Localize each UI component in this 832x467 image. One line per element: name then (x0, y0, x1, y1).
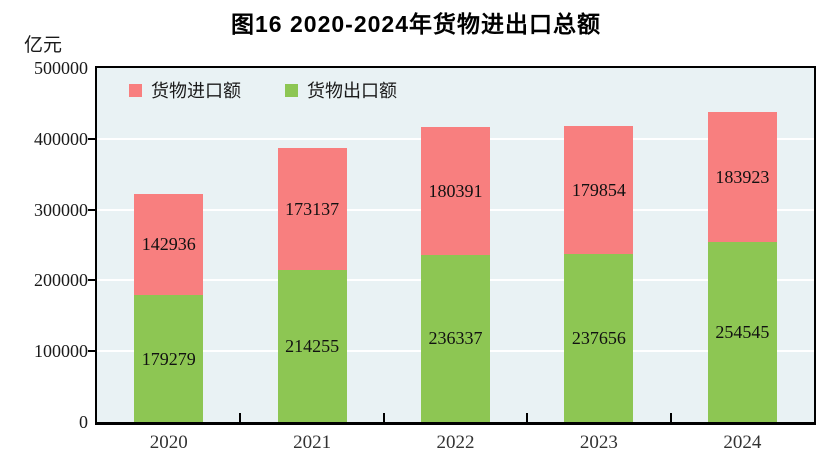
segment-value-label: 236337 (428, 328, 483, 349)
segment-value-label: 142936 (141, 234, 196, 255)
x-tick-mark (526, 413, 529, 422)
x-tick-mark (239, 413, 242, 422)
bar-segment: 254545 (707, 241, 777, 422)
legend: 货物进口额 货物出口额 (129, 77, 397, 103)
segment-value-label: 254545 (715, 321, 770, 342)
x-axis-label: 2021 (293, 432, 332, 453)
segment-value-label: 179854 (571, 180, 626, 201)
bar-slot-2022: 180391 236337 (384, 68, 527, 422)
x-tick-mark (669, 413, 672, 422)
stacked-bar-2022: 180391 236337 (421, 126, 491, 422)
bar-segment: 183923 (707, 111, 777, 242)
imports-legend-label: 货物进口额 (151, 81, 241, 101)
y-tick-mark (88, 137, 96, 140)
legend-item-exports: 货物出口额 (285, 77, 397, 103)
x-axis-label: 2023 (579, 432, 618, 453)
bars-container: 142936 179279 173137 214255 180391 236337 1798… (97, 68, 814, 422)
plot-area: 142936 179279 173137 214255 180391 236337 1798… (95, 66, 816, 425)
stacked-bar-2020: 142936 179279 (134, 193, 204, 422)
x-tick-mark (382, 413, 385, 422)
segment-value-label: 180391 (428, 180, 483, 201)
y-tick-label: 200000 (34, 270, 88, 291)
exports-legend-label: 货物出口额 (307, 81, 397, 101)
stacked-bar-2021: 173137 214255 (277, 147, 347, 422)
bar-segment: 173137 (277, 147, 347, 271)
segment-value-label: 173137 (285, 199, 340, 220)
segment-value-label: 214255 (285, 336, 340, 357)
x-axis-label: 2020 (149, 432, 188, 453)
bar-segment: 214255 (277, 270, 347, 422)
bar-slot-2021: 173137 214255 (240, 68, 383, 422)
y-tick-label: 100000 (34, 341, 88, 362)
x-axis-labels: 2020 2021 2022 2023 2024 (97, 432, 814, 454)
bar-segment: 236337 (421, 254, 491, 422)
bar-slot-2023: 179854 237656 (527, 68, 670, 422)
x-axis-label: 2022 (436, 432, 475, 453)
y-tick-mark (88, 350, 96, 353)
bar-segment: 142936 (134, 193, 204, 296)
bar-slot-2020: 142936 179279 (97, 68, 240, 422)
bar-segment: 237656 (564, 253, 634, 422)
imports-legend-swatch-icon (129, 83, 142, 97)
y-tick-mark (88, 279, 96, 282)
y-tick-label: 0 (79, 412, 88, 432)
y-tick-mark (88, 208, 96, 211)
segment-value-label: 179279 (141, 348, 196, 369)
bar-segment: 179854 (564, 126, 634, 254)
y-tick-label: 500000 (34, 58, 88, 78)
stacked-bar-2024: 183923 254545 (707, 111, 777, 422)
segment-value-label: 237656 (571, 327, 626, 348)
legend-item-imports: 货物进口额 (129, 77, 241, 103)
exports-legend-swatch-icon (285, 83, 298, 97)
stacked-bar-2023: 179854 237656 (564, 126, 634, 422)
bar-segment: 179279 (134, 295, 204, 422)
chart-title: 图16 2020-2024年货物进出口总额 (231, 11, 601, 37)
y-tick-label: 400000 (34, 128, 88, 149)
x-axis-label: 2024 (723, 432, 762, 453)
bar-segment: 180391 (421, 126, 491, 255)
segment-value-label: 183923 (715, 166, 770, 187)
bar-slot-2024: 183923 254545 (671, 68, 814, 422)
y-tick-label: 300000 (34, 199, 88, 220)
y-axis-unit-label: 亿元 (24, 35, 63, 56)
